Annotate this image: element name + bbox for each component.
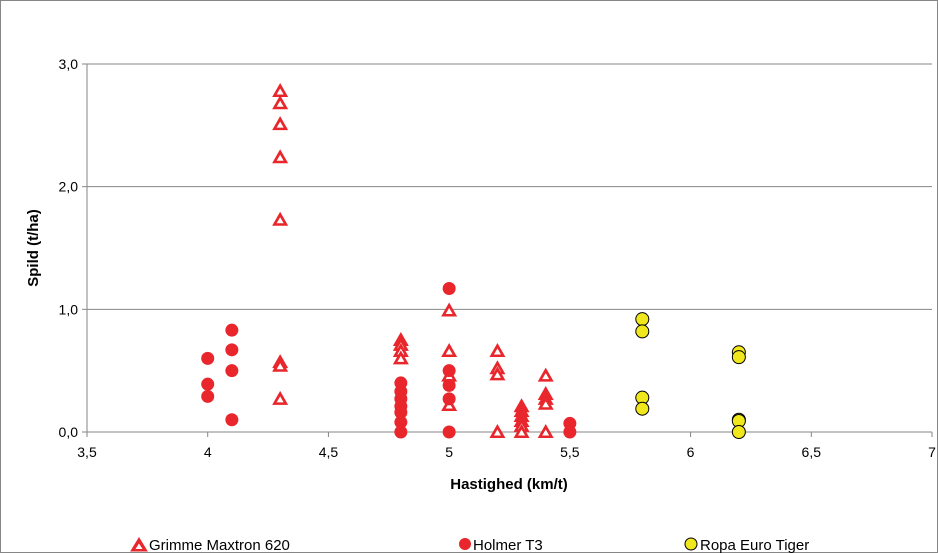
data-point-ropa-euro-tiger (635, 401, 650, 416)
data-point-grimme-maxtron-620 (441, 302, 458, 317)
data-point-grimme-maxtron-620 (272, 95, 289, 110)
legend-label-ropa: Ropa Euro Tiger (700, 537, 809, 553)
legend-marker-circle-red (459, 538, 471, 550)
data-point-grimme-maxtron-620 (272, 149, 289, 164)
data-points (201, 82, 746, 439)
data-point-holmer-t3 (394, 425, 408, 439)
data-point-grimme-maxtron-620 (489, 424, 506, 438)
data-point-holmer-t3 (225, 364, 239, 378)
data-point-grimme-maxtron-620 (392, 350, 409, 365)
data-point-holmer-t3 (442, 378, 456, 392)
data-point-grimme-maxtron-620 (272, 357, 289, 372)
data-point-holmer-t3 (442, 281, 456, 295)
data-point-grimme-maxtron-620 (272, 116, 289, 131)
data-point-grimme-maxtron-620 (441, 343, 458, 358)
x-tick-label: 5,5 (560, 444, 580, 460)
data-point-holmer-t3 (563, 425, 577, 439)
legend-item-ropa: Ropa Euro Tiger (684, 537, 809, 553)
data-point-grimme-maxtron-620 (537, 367, 554, 382)
y-tick-label: 0,0 (59, 424, 79, 440)
data-point-grimme-maxtron-620 (489, 343, 506, 358)
x-tick-label: 6,5 (802, 444, 822, 460)
legend-item-grimme: Grimme Maxtron 620 (130, 537, 290, 553)
legend-label-holmer: Holmer T3 (473, 537, 543, 553)
x-tick-label: 7 (928, 444, 936, 460)
data-point-grimme-maxtron-620 (272, 211, 289, 226)
legend-marker-circle-yellow (684, 537, 698, 551)
x-tick-label: 4,5 (319, 444, 339, 460)
y-axis-title: Spild (t/ha) (25, 209, 42, 287)
x-tick-label: 6 (687, 444, 695, 460)
gridlines (87, 63, 932, 310)
data-point-ropa-euro-tiger (731, 425, 746, 439)
data-point-grimme-maxtron-620 (537, 424, 554, 438)
data-point-holmer-t3 (225, 413, 239, 427)
data-point-holmer-t3 (201, 377, 215, 391)
data-point-grimme-maxtron-620 (537, 395, 554, 410)
x-ticks: 3,5 4 4,5 5 5,5 6 6,5 7 (77, 432, 936, 460)
x-tick-label: 4 (204, 444, 212, 460)
y-tick-label: 1,0 (59, 301, 79, 317)
data-point-ropa-euro-tiger (635, 324, 650, 339)
data-point-ropa-euro-tiger (635, 312, 650, 327)
data-point-grimme-maxtron-620 (513, 424, 530, 438)
y-tick-label: 3,0 (59, 56, 79, 72)
legend-label-grimme: Grimme Maxtron 620 (149, 537, 290, 553)
data-point-grimme-maxtron-620 (489, 366, 506, 381)
data-point-holmer-t3 (394, 405, 408, 419)
data-point-holmer-t3 (225, 323, 239, 337)
y-tick-label: 2,0 (59, 179, 79, 195)
data-point-holmer-t3 (394, 415, 408, 429)
legend-item-holmer: Holmer T3 (459, 537, 543, 553)
x-axis-title: Hastighed (km/t) (450, 476, 568, 493)
data-point-grimme-maxtron-620 (272, 390, 289, 405)
y-ticks: 0,0 1,0 2,0 3,0 (59, 56, 87, 440)
data-point-grimme-maxtron-620 (272, 82, 289, 97)
data-point-holmer-t3 (442, 425, 456, 439)
x-tick-label: 3,5 (77, 444, 97, 460)
legend-marker-triangle-inner (135, 543, 143, 549)
data-point-holmer-t3 (442, 392, 456, 406)
x-tick-label: 5 (445, 444, 453, 460)
data-point-ropa-euro-tiger (731, 350, 746, 365)
legend: Grimme Maxtron 620 Holmer T3 Ropa Euro T… (130, 537, 809, 553)
data-point-holmer-t3 (201, 389, 215, 403)
data-point-holmer-t3 (225, 343, 239, 357)
data-point-holmer-t3 (442, 364, 456, 378)
data-point-holmer-t3 (201, 351, 215, 365)
